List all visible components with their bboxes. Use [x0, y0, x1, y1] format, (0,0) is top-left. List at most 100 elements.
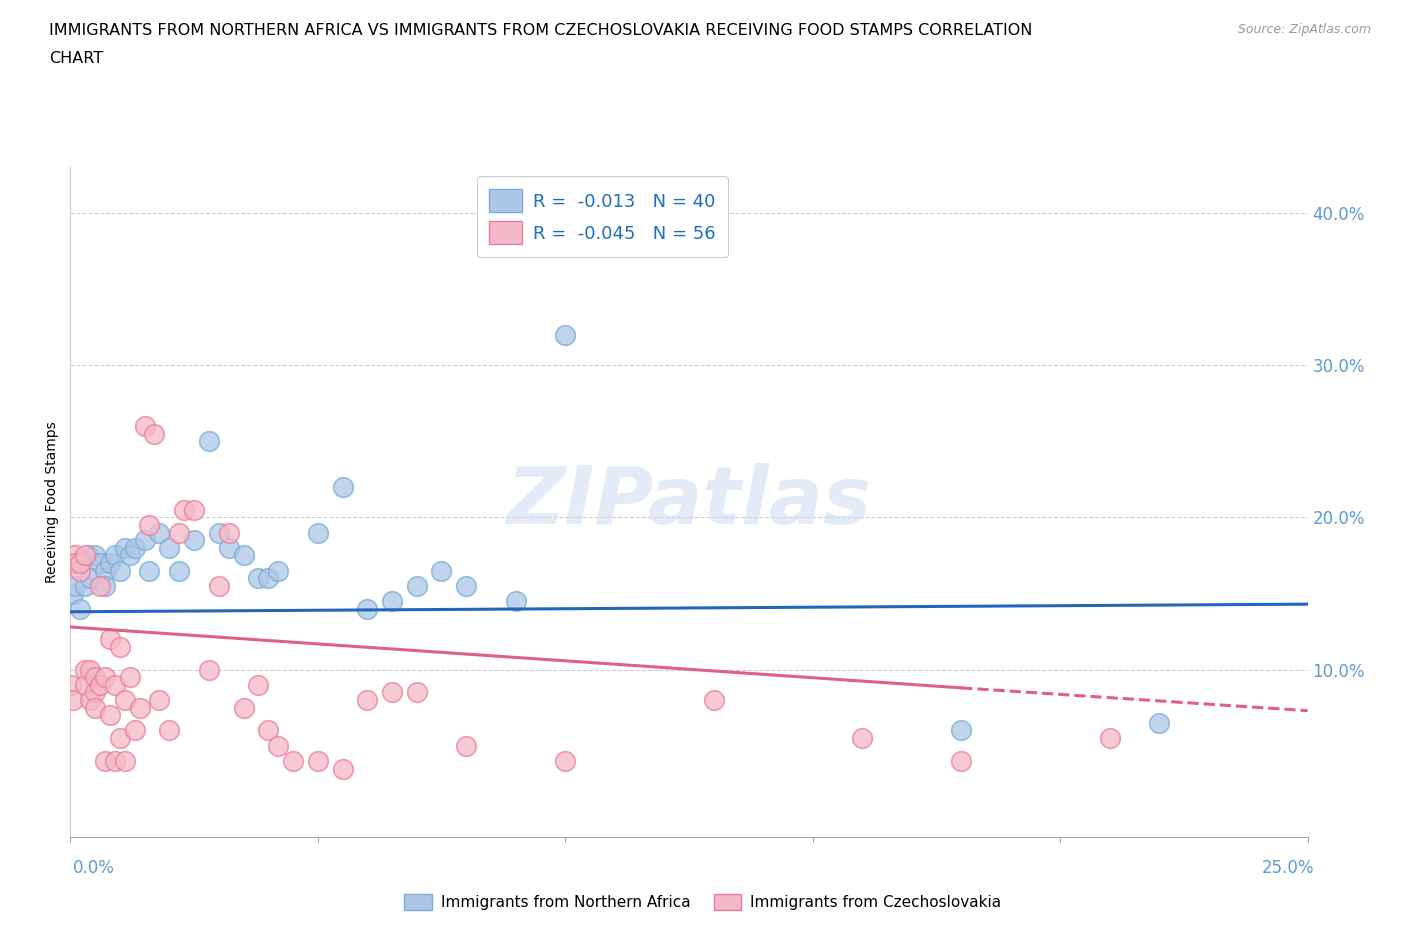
Point	[554, 327, 576, 342]
Point	[104, 753, 127, 768]
Point	[198, 434, 221, 449]
Point	[257, 723, 280, 737]
Point	[75, 662, 97, 677]
Point	[198, 662, 221, 677]
Point	[108, 564, 131, 578]
Point	[134, 533, 156, 548]
Point	[62, 586, 84, 601]
Point	[703, 693, 725, 708]
Point	[94, 753, 117, 768]
Point	[84, 685, 107, 700]
Point	[124, 540, 146, 555]
Point	[114, 540, 136, 555]
Point	[183, 502, 205, 517]
Point	[75, 578, 97, 593]
Point	[148, 525, 170, 540]
Point	[183, 533, 205, 548]
Point	[118, 548, 141, 563]
Point	[167, 525, 190, 540]
Point	[950, 753, 973, 768]
Point	[79, 662, 101, 677]
Point	[456, 738, 478, 753]
Point	[69, 555, 91, 570]
Point	[307, 525, 329, 540]
Point	[76, 548, 98, 563]
Point	[247, 677, 270, 692]
Point	[65, 548, 87, 563]
Point	[138, 564, 160, 578]
Legend: Immigrants from Northern Africa, Immigrants from Czechoslovakia: Immigrants from Northern Africa, Immigra…	[396, 886, 1010, 918]
Point	[157, 723, 180, 737]
Legend: R =  -0.013   N = 40, R =  -0.045   N = 56: R = -0.013 N = 40, R = -0.045 N = 56	[477, 177, 728, 257]
Point	[456, 578, 478, 593]
Point	[208, 525, 231, 540]
Point	[148, 693, 170, 708]
Point	[134, 418, 156, 433]
Point	[218, 525, 240, 540]
Point	[157, 540, 180, 555]
Point	[108, 639, 131, 654]
Point	[89, 555, 111, 570]
Point	[267, 564, 290, 578]
Point	[950, 723, 973, 737]
Point	[430, 564, 453, 578]
Point	[108, 731, 131, 746]
Point	[356, 602, 378, 617]
Y-axis label: Receiving Food Stamps: Receiving Food Stamps	[45, 421, 59, 583]
Point	[143, 426, 166, 441]
Point	[94, 564, 117, 578]
Point	[138, 518, 160, 533]
Point	[208, 578, 231, 593]
Point	[1147, 715, 1170, 730]
Point	[307, 753, 329, 768]
Text: 0.0%: 0.0%	[73, 859, 115, 877]
Point	[94, 670, 117, 684]
Point	[257, 571, 280, 586]
Point	[79, 693, 101, 708]
Point	[104, 677, 127, 692]
Point	[281, 753, 304, 768]
Point	[79, 571, 101, 586]
Point	[118, 670, 141, 684]
Point	[167, 564, 190, 578]
Point	[332, 761, 354, 776]
Point	[89, 578, 111, 593]
Point	[84, 548, 107, 563]
Point	[98, 708, 121, 723]
Text: ZIPatlas: ZIPatlas	[506, 463, 872, 541]
Point	[128, 700, 150, 715]
Point	[232, 548, 254, 563]
Point	[65, 578, 87, 593]
Point	[60, 677, 83, 692]
Point	[173, 502, 195, 517]
Point	[75, 677, 97, 692]
Point	[69, 602, 91, 617]
Text: CHART: CHART	[49, 51, 103, 66]
Point	[75, 548, 97, 563]
Point	[505, 593, 527, 608]
Point	[232, 700, 254, 715]
Point	[69, 564, 91, 578]
Point	[267, 738, 290, 753]
Point	[124, 723, 146, 737]
Text: 25.0%: 25.0%	[1263, 859, 1315, 877]
Point	[405, 685, 427, 700]
Point	[62, 693, 84, 708]
Point	[84, 700, 107, 715]
Point	[104, 548, 127, 563]
Point	[89, 677, 111, 692]
Point	[65, 555, 87, 570]
Point	[381, 685, 404, 700]
Text: Source: ZipAtlas.com: Source: ZipAtlas.com	[1237, 23, 1371, 36]
Point	[851, 731, 873, 746]
Point	[94, 578, 117, 593]
Point	[332, 480, 354, 495]
Point	[218, 540, 240, 555]
Point	[1098, 731, 1121, 746]
Text: IMMIGRANTS FROM NORTHERN AFRICA VS IMMIGRANTS FROM CZECHOSLOVAKIA RECEIVING FOOD: IMMIGRANTS FROM NORTHERN AFRICA VS IMMIG…	[49, 23, 1032, 38]
Point	[98, 555, 121, 570]
Point	[356, 693, 378, 708]
Point	[84, 670, 107, 684]
Point	[114, 753, 136, 768]
Point	[98, 631, 121, 646]
